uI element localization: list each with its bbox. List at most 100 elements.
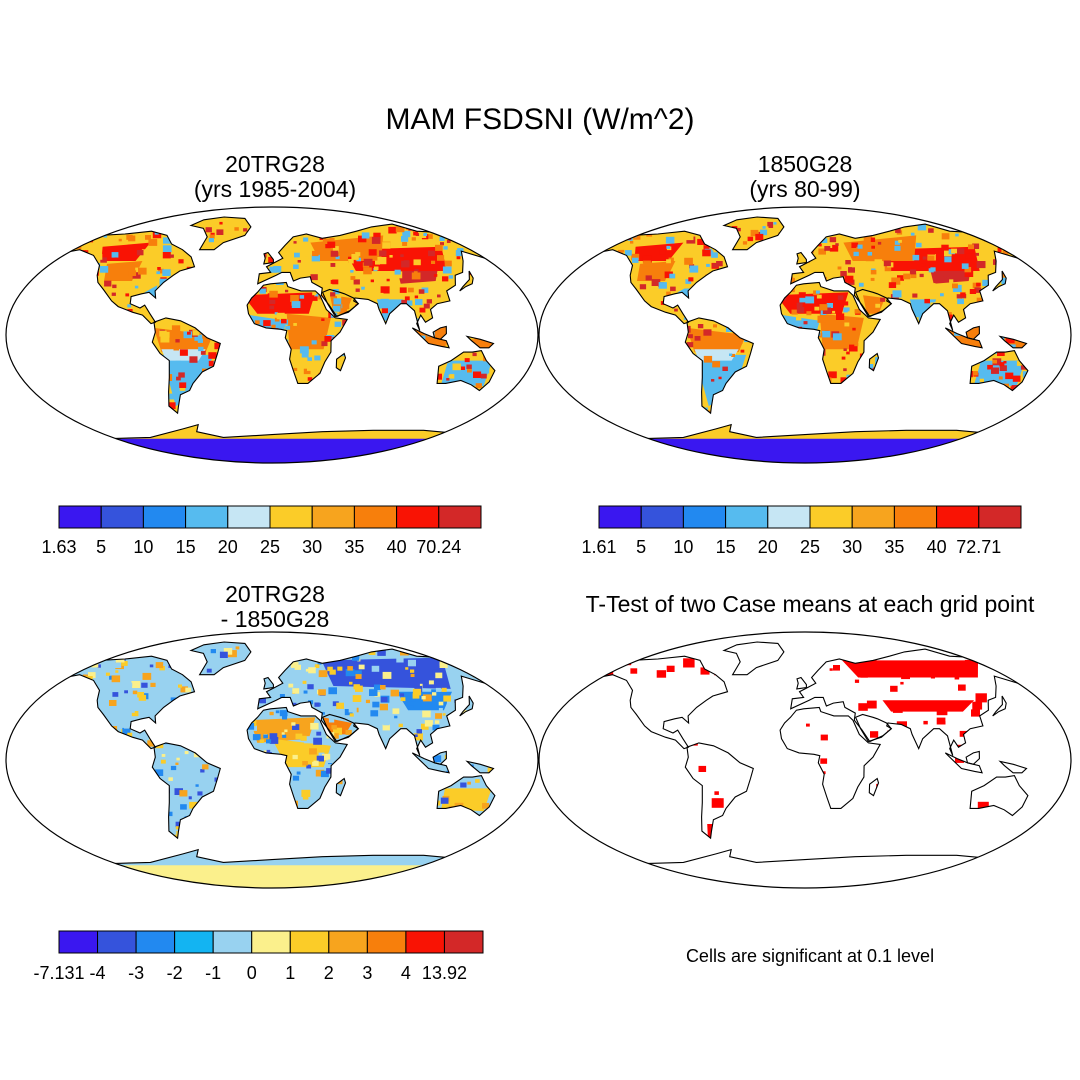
field-region [822, 352, 857, 378]
grid-cell [367, 768, 373, 773]
grid-cell [299, 295, 305, 299]
grid-cell [713, 324, 717, 328]
grid-cell [1008, 300, 1014, 304]
grid-cell [393, 740, 402, 747]
grid-cell [349, 681, 353, 685]
grid-cell [952, 359, 960, 366]
grid-cell [233, 266, 240, 271]
grid-cell [424, 720, 433, 727]
grid-cell [406, 342, 415, 349]
grid-cell [626, 312, 635, 320]
grid-cell [327, 419, 332, 424]
grid-cell [75, 777, 80, 781]
grid-cell [189, 356, 198, 363]
grid-cell [825, 405, 829, 408]
grid-cell [459, 710, 467, 716]
grid-cell [760, 229, 768, 236]
colorbar-label: 20 [757, 537, 778, 557]
grid-cell [520, 691, 526, 696]
grid-cell [422, 377, 430, 384]
grid-cell [161, 754, 166, 757]
grid-cell [194, 334, 203, 341]
grid-cell [947, 312, 952, 316]
grid-cell [156, 823, 164, 829]
grid-cell [179, 386, 186, 391]
grid-cell [989, 304, 999, 312]
grid-cell [952, 284, 962, 292]
grid-cell [88, 372, 95, 377]
grid-cell [281, 660, 289, 666]
grid-cell [75, 781, 79, 785]
grid-cell [87, 759, 92, 764]
grid-cell [881, 373, 888, 379]
coastline-indonesia [944, 327, 983, 349]
colorbar-box-1 [640, 505, 684, 529]
grid-cell [651, 370, 655, 374]
grid-cell [501, 260, 510, 267]
colorbar-box-3 [174, 930, 214, 954]
grid-cell [461, 824, 467, 829]
grid-cell [672, 822, 682, 830]
grid-cell [160, 759, 166, 764]
grid-cell [297, 260, 301, 263]
grid-cell [172, 302, 179, 308]
grid-cell [583, 313, 587, 317]
grid-cell [157, 796, 161, 800]
grid-cell [639, 306, 647, 312]
grid-cell [129, 352, 134, 356]
grid-cell [367, 356, 376, 363]
grid-cell [400, 697, 406, 702]
grid-cell [49, 839, 53, 845]
grid-cell [801, 403, 811, 411]
grid-cell [435, 687, 441, 692]
grid-cell [858, 386, 868, 394]
grid-cell [154, 362, 160, 367]
grid-cell [431, 827, 439, 834]
grid-cell [567, 408, 574, 414]
grid-cell [246, 813, 252, 818]
grid-cell [321, 341, 328, 347]
grid-cell [690, 398, 695, 402]
grid-cell [216, 325, 223, 331]
grid-cell [114, 662, 122, 668]
grid-cell [218, 815, 228, 823]
grid-cell [318, 670, 328, 678]
grid-cell [288, 683, 294, 688]
grid-cell [684, 400, 688, 404]
grid-cell [232, 419, 237, 424]
grid-cell [487, 289, 495, 295]
grid-cell [274, 828, 281, 834]
grid-cell [348, 781, 356, 787]
grid-cell [628, 382, 638, 390]
grid-cell [494, 420, 503, 427]
grid-cell [243, 721, 248, 725]
grid-cell [343, 686, 348, 691]
grid-cell [160, 784, 168, 791]
colorbar-box-7 [893, 505, 938, 529]
grid-cell [737, 382, 743, 387]
grid-cell [221, 269, 226, 274]
grid-cell [992, 359, 997, 364]
grid-cell [360, 772, 367, 777]
grid-cell [86, 798, 92, 803]
grid-cell [414, 269, 419, 273]
grid-cell [69, 667, 76, 673]
colorbar-label: 20 [217, 537, 238, 557]
grid-cell [370, 279, 374, 283]
grid-cell [734, 374, 739, 378]
grid-cell [755, 385, 760, 390]
grid-cell [624, 361, 630, 366]
grid-cell [680, 306, 685, 310]
grid-cell [941, 386, 945, 389]
grid-cell [310, 722, 319, 730]
grid-cell [633, 361, 639, 366]
grid-cell [245, 805, 251, 810]
grid-cell [630, 240, 634, 244]
grid-cell [151, 727, 156, 731]
colorbar-box-8 [366, 930, 407, 954]
grid-cell [129, 353, 137, 360]
grid-cell [385, 411, 392, 417]
grid-cell [275, 246, 280, 250]
grid-cell [1056, 392, 1059, 396]
grid-cell [69, 343, 78, 350]
